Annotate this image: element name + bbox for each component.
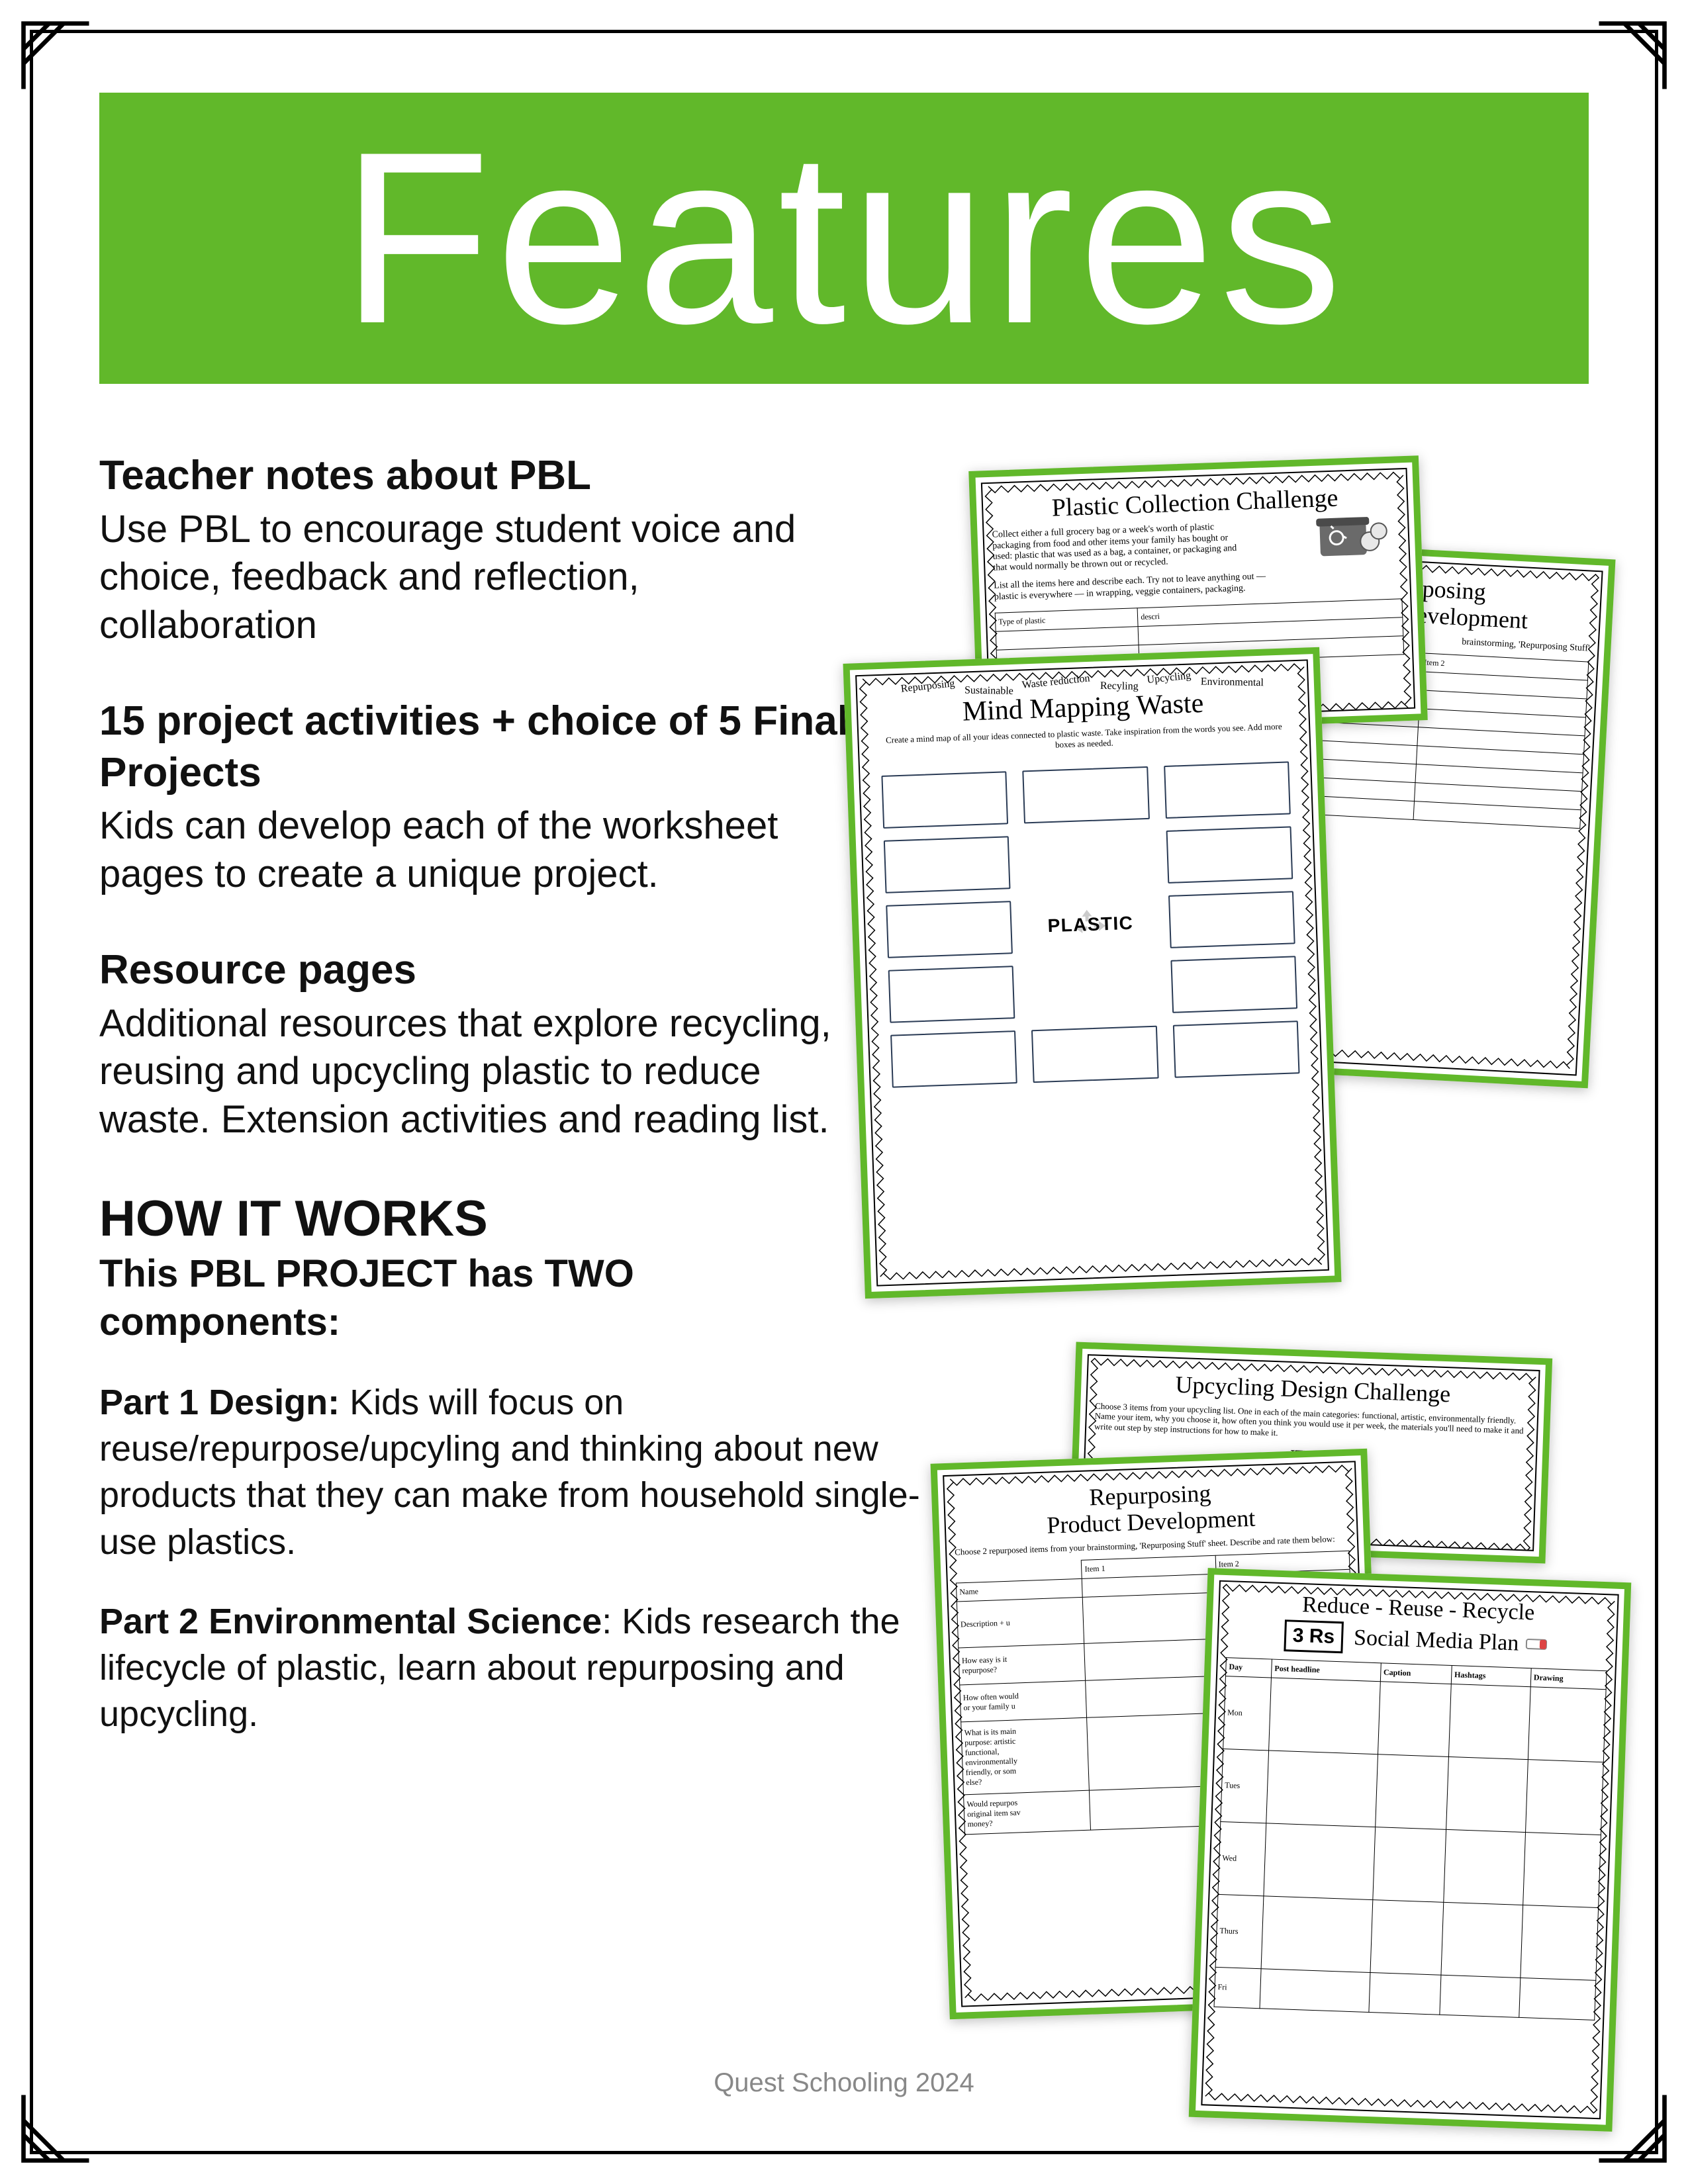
row-label: Wed — [1218, 1821, 1266, 1895]
section-activities: 15 project activities + choice of 5 Fina… — [99, 696, 867, 898]
row-label: How often would or your family u — [960, 1680, 1087, 1722]
eraser-icon — [1524, 1634, 1551, 1655]
content-column: Teacher notes about PBL Use PBL to encou… — [99, 450, 867, 1784]
col-header: Caption — [1380, 1663, 1452, 1684]
mind-grid: PLASTIC — [868, 754, 1313, 1095]
mind-box — [888, 966, 1015, 1024]
how-title: HOW IT WORKS — [99, 1190, 867, 1248]
section-how-it-works: HOW IT WORKS This PBL PROJECT has TWO co… — [99, 1190, 867, 1737]
mind-box — [1164, 762, 1291, 819]
row-label: Fri — [1214, 1967, 1261, 2008]
mind-center: PLASTIC — [1027, 896, 1154, 954]
thumb-intro: Collect either a full grocery bag or a w… — [992, 521, 1246, 574]
mind-box — [1166, 827, 1293, 884]
section-body: Kids can develop each of the worksheet p… — [99, 802, 867, 898]
corner-ornament — [1595, 20, 1668, 93]
section-resources: Resource pages Additional resources that… — [99, 944, 867, 1144]
badge-3rs: 3 Rs — [1284, 1619, 1344, 1653]
mind-box — [1168, 891, 1295, 949]
thumb-title-line2: Social Media Plan — [1353, 1625, 1519, 1657]
mind-box — [890, 1030, 1017, 1088]
corner-ornament — [20, 2091, 93, 2164]
section-body: Use PBL to encourage student voice and c… — [99, 506, 867, 650]
row-label: Description + u — [957, 1597, 1084, 1648]
col-header: Hashtags — [1451, 1666, 1531, 1687]
mind-word: Sustainable — [964, 685, 1013, 698]
corner-ornament — [20, 20, 93, 93]
mind-box — [1172, 1021, 1299, 1079]
part-label: Part 1 Design: — [99, 1383, 340, 1422]
mind-word: Recyling — [1100, 680, 1138, 693]
mind-box — [1170, 956, 1297, 1014]
section-title: Resource pages — [99, 944, 867, 996]
col-header: Drawing — [1530, 1668, 1607, 1690]
thumbnail-mind-map: Repurposing Sustainable Waste reduction … — [843, 647, 1341, 1299]
mind-word: Waste reduction — [1021, 672, 1090, 692]
row-label: Thurs — [1215, 1894, 1264, 1968]
page-title: Features — [341, 116, 1346, 361]
row-label: Tues — [1221, 1749, 1269, 1823]
mind-box — [1031, 1026, 1158, 1083]
thumbnail-social-media: Reduce - Reuse - Recycle 3 Rs Social Med… — [1189, 1568, 1632, 2132]
section-body: Additional resources that explore recycl… — [99, 1000, 867, 1144]
mind-box — [1023, 766, 1150, 824]
recycle-bin-icon — [1309, 498, 1390, 560]
col-header: Day — [1225, 1658, 1272, 1678]
part-1: Part 1 Design: Kids will focus on reuse/… — [99, 1379, 933, 1565]
mini-table: Day Post headline Caption Hashtags Drawi… — [1214, 1657, 1607, 2021]
mind-word: Repurposing — [900, 678, 955, 695]
mind-box — [886, 901, 1013, 959]
part-2: Part 2 Environmental Science: Kids resea… — [99, 1598, 933, 1738]
section-title: Teacher notes about PBL — [99, 450, 867, 502]
row-label: Would repurpos original item sav money? — [964, 1790, 1091, 1835]
part-label: Part 2 Environmental Science — [99, 1602, 602, 1641]
mind-word: Upcycling — [1147, 670, 1192, 686]
mind-box — [881, 772, 1008, 829]
header-banner: Features — [99, 93, 1589, 384]
thumb-intro2: List all the items here and describe eac… — [994, 570, 1288, 603]
how-subtitle: This PBL PROJECT has TWO components: — [99, 1250, 867, 1346]
row-label: How easy is it repurpose? — [959, 1643, 1086, 1685]
mind-box — [884, 837, 1011, 894]
row-label: What is its main purpose: artistic funct… — [961, 1717, 1090, 1795]
footer-credit: Quest Schooling 2024 — [714, 2068, 974, 2098]
mind-word: Environmental — [1201, 676, 1264, 690]
section-teacher-notes: Teacher notes about PBL Use PBL to encou… — [99, 450, 867, 649]
section-title: 15 project activities + choice of 5 Fina… — [99, 696, 867, 798]
thumb-title: Repurposing Product Development — [953, 1476, 1348, 1542]
row-label: Mon — [1223, 1676, 1272, 1751]
